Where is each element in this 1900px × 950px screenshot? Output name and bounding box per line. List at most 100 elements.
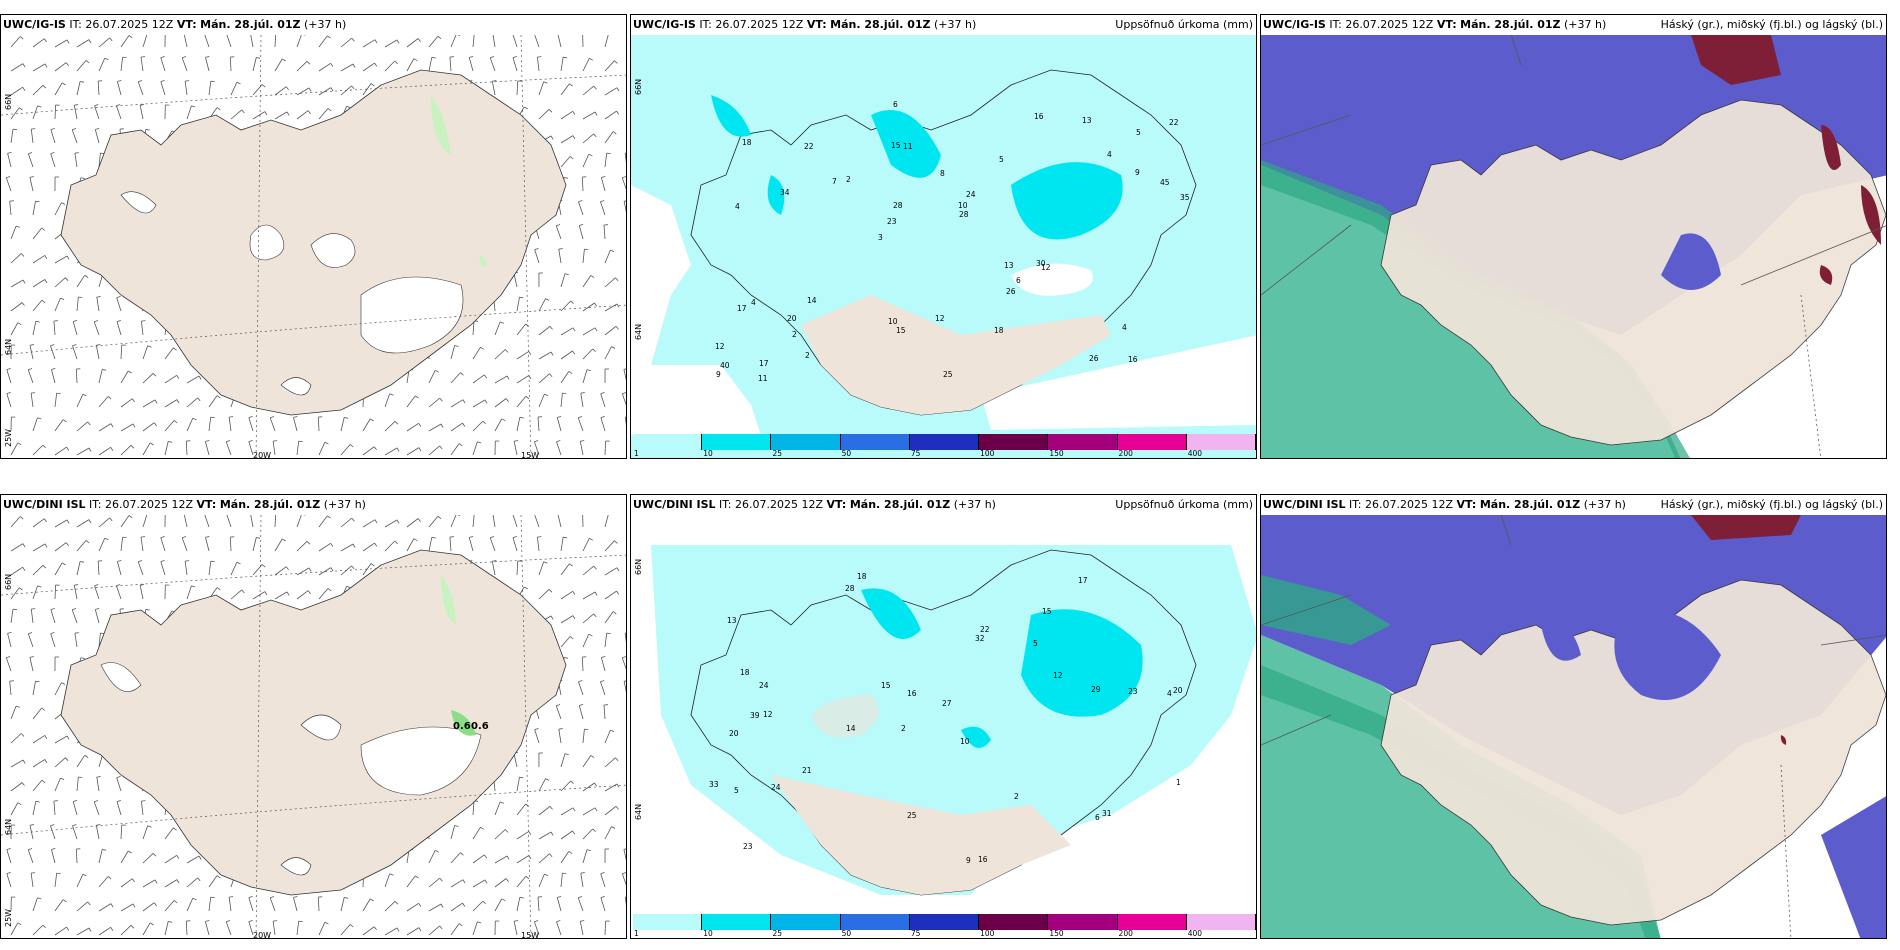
- wind-barb-flag: [505, 878, 509, 882]
- precip-value: 5: [734, 786, 739, 795]
- wind-barb-flag: [564, 273, 569, 276]
- wind-barb-flag: [138, 80, 143, 83]
- lead-time: (+37 h): [323, 498, 366, 511]
- wind-barb-flag: [160, 536, 165, 539]
- wind-barb-flag: [625, 896, 626, 898]
- scale-label: 10: [703, 929, 713, 938]
- valid-time: Mán. 28.júl. 01Z: [849, 498, 951, 511]
- wind-barb-flag: [492, 80, 497, 82]
- precip-value: 6: [1095, 813, 1100, 822]
- wind-barb-flag: [588, 153, 593, 157]
- wind-barb: [577, 897, 584, 912]
- wind-barb-flag: [622, 176, 626, 179]
- init-time: IT: 26.07.2025 12Z: [89, 498, 194, 511]
- wind-barb-flag: [568, 851, 573, 854]
- precip-value: 22: [1169, 118, 1179, 127]
- wind-barb-flag: [17, 922, 22, 926]
- wind-barb: [494, 801, 501, 816]
- wind-barb: [76, 394, 84, 408]
- wind-barb-flag: [248, 920, 253, 922]
- panel-header: UWC/DINI ISL IT: 26.07.2025 12Z VT: Mán.…: [1, 495, 626, 515]
- wind-barb: [186, 585, 192, 600]
- wind-barb-flag: [482, 420, 486, 425]
- wind-barb-flag: [440, 903, 444, 908]
- wind-barb-flag: [545, 298, 550, 301]
- wind-barb-flag: [29, 824, 35, 826]
- wind-barb-flag: [122, 536, 127, 538]
- wind-barb: [10, 705, 17, 720]
- wind-barb: [269, 897, 276, 912]
- wind-barb-flag: [352, 63, 356, 68]
- wind-barb: [186, 418, 194, 432]
- precip-value: 3: [878, 233, 883, 242]
- wind-barb-flag: [525, 875, 530, 880]
- panel-wind-dini: UWC/DINI ISL IT: 26.07.2025 12Z VT: Mán.…: [0, 494, 627, 939]
- wind-barb: [54, 297, 61, 312]
- wind-barb-flag: [95, 608, 100, 610]
- scale-bin: [840, 434, 910, 450]
- wind-barb: [137, 81, 144, 96]
- wind-barb-flag: [44, 255, 48, 260]
- wind-barb: [10, 225, 17, 240]
- wind-barb: [94, 105, 100, 120]
- precip-value: 23: [1128, 687, 1138, 696]
- wind-barb-flag: [109, 517, 113, 522]
- wind-barb: [208, 395, 218, 408]
- wind-barb: [623, 201, 626, 213]
- wind-barb: [340, 444, 351, 456]
- scale-bin: [702, 434, 772, 450]
- wind-barb: [384, 60, 396, 72]
- precip-value: 33: [709, 780, 719, 789]
- init-time: IT: 26.07.2025 12Z: [1349, 498, 1454, 511]
- wind-barb: [296, 515, 302, 528]
- wind-barb-flag: [19, 36, 24, 40]
- scale-label: 25: [772, 929, 782, 938]
- wind-barb-flag: [579, 704, 584, 706]
- wind-barb: [578, 681, 584, 696]
- wind-barb: [94, 585, 100, 600]
- wind-barb: [76, 777, 79, 792]
- wind-barb-flag: [28, 152, 33, 155]
- wind-barb-flag: [229, 896, 234, 898]
- precip-value: 2: [846, 175, 851, 184]
- wind-barb: [185, 920, 188, 936]
- wind-barb: [472, 826, 481, 840]
- wind-barb-flag: [35, 800, 40, 803]
- wind-barb-flag: [469, 56, 474, 58]
- wind-barb-flag: [615, 326, 619, 330]
- wind-barb: [10, 759, 24, 768]
- wind-barb-flag: [550, 831, 554, 836]
- wind-barb: [582, 634, 590, 648]
- wind-barb: [75, 368, 78, 384]
- lon-label-25: 25W: [4, 428, 13, 447]
- wind-barb-flag: [462, 399, 466, 404]
- wind-barb-flag: [160, 560, 165, 562]
- precip-value: 9: [966, 856, 971, 865]
- wind-barb-flag: [6, 176, 11, 179]
- wind-barb: [296, 590, 309, 600]
- wind-barb-flag: [543, 561, 548, 564]
- wind-barb-flag: [484, 399, 488, 404]
- wind-barb-flag: [394, 60, 398, 65]
- wind-barb: [269, 417, 276, 432]
- wind-barb-flag: [578, 896, 583, 899]
- wind-barb: [164, 879, 178, 888]
- wind-barb: [538, 778, 546, 792]
- wind-barb: [142, 345, 149, 360]
- wind-barb: [230, 589, 242, 600]
- wind-barb: [604, 633, 608, 648]
- wind-barb: [7, 153, 12, 168]
- wind-barb: [120, 445, 132, 456]
- wind-barb-flag: [21, 253, 25, 257]
- precip-value: 16: [1128, 355, 1138, 364]
- wind-barb: [537, 57, 540, 72]
- wind-barb: [117, 561, 122, 576]
- wind-barb: [560, 300, 571, 312]
- wind-barb-flag: [96, 824, 101, 826]
- lat-label-64: 64N: [4, 338, 13, 355]
- wind-barb-flag: [454, 345, 459, 347]
- wind-barb: [250, 35, 254, 48]
- wind-barb: [556, 441, 562, 456]
- wind-barb: [406, 927, 420, 936]
- wind-barb-flag: [534, 920, 539, 923]
